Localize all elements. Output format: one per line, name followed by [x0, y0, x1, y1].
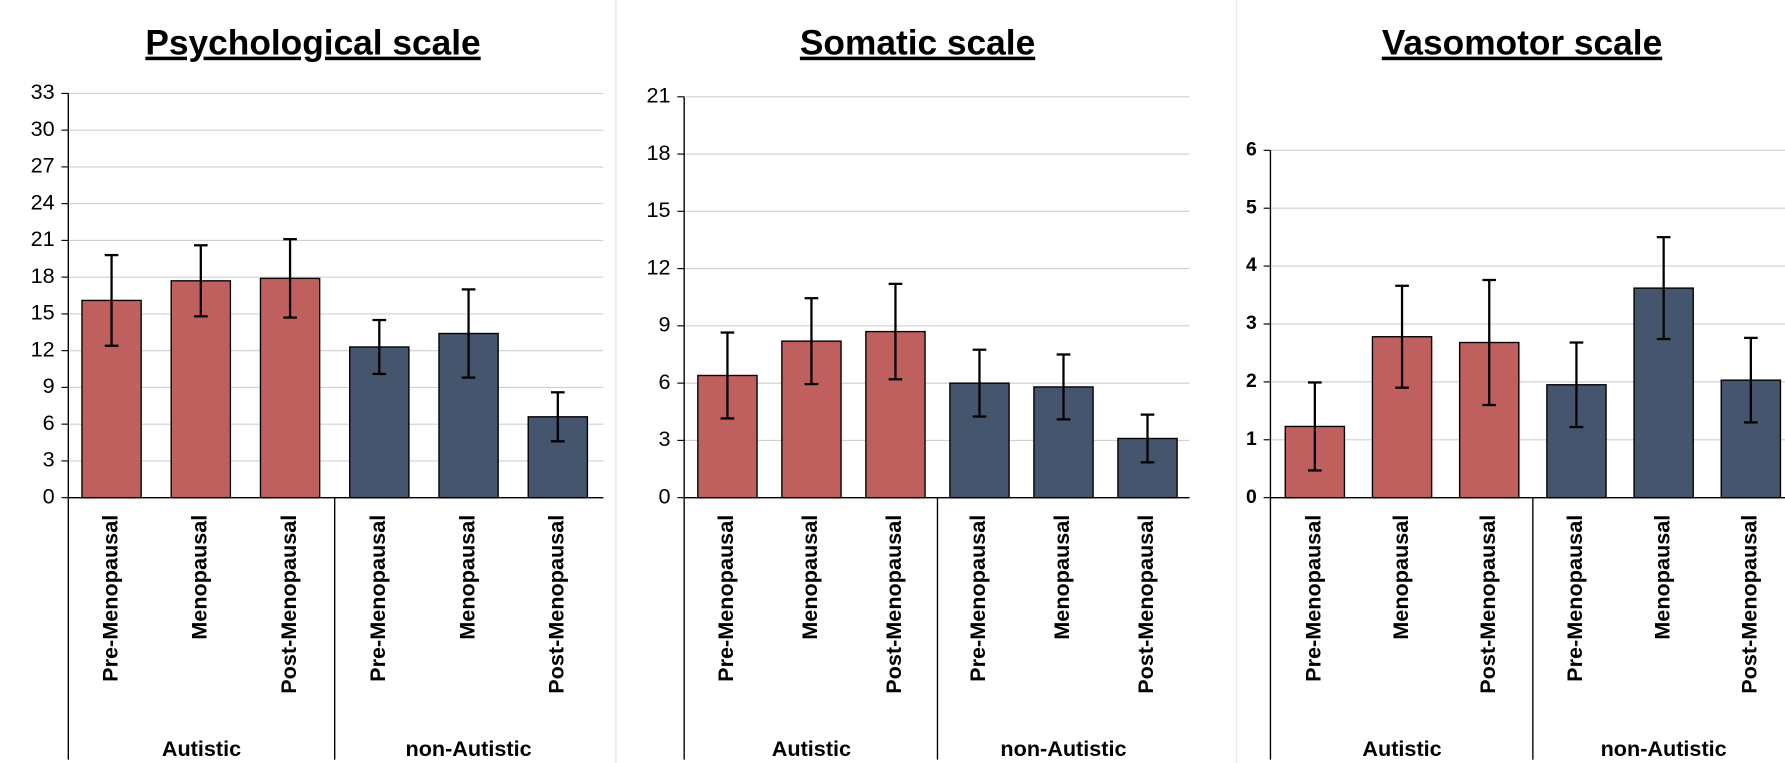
y-tick-label: 3 [43, 447, 55, 472]
y-tick-label: 0 [1246, 486, 1257, 508]
group-label: Autistic [1362, 736, 1441, 761]
error-bar [372, 318, 387, 376]
x-tick-label: Menopausal [797, 515, 822, 640]
y-tick-label: 18 [31, 263, 55, 288]
y-tick-label: 0 [43, 483, 55, 508]
y-tick-label: 15 [31, 300, 55, 325]
error-bar [193, 244, 208, 318]
x-tick-label: Pre-Menopausal [965, 515, 990, 682]
y-tick-label: 12 [646, 254, 670, 279]
error-bar [1482, 278, 1497, 407]
group-label: non-Autistic [1000, 736, 1126, 761]
x-tick-label: Post-Menopausal [1737, 515, 1762, 694]
y-tick-label: 5 [1246, 196, 1257, 218]
group-label: non-Autistic [1601, 736, 1727, 761]
error-bar [550, 391, 565, 443]
y-tick-label: 33 [31, 79, 55, 104]
x-tick-label: Menopausal [1049, 515, 1074, 640]
x-tick-label: Post-Menopausal [1133, 515, 1158, 694]
y-tick-label: 4 [1246, 254, 1257, 276]
y-tick-label: 12 [31, 336, 55, 361]
y-tick-label: 3 [658, 426, 670, 451]
x-tick-label: Pre-Menopausal [1562, 515, 1587, 682]
x-tick-label: Menopausal [187, 515, 212, 640]
y-tick-label: 21 [31, 226, 55, 251]
x-tick-label: Post-Menopausal [276, 515, 301, 694]
error-bar [804, 297, 819, 386]
y-tick-label: 6 [1246, 138, 1257, 160]
y-tick-label: 18 [646, 140, 670, 165]
x-tick-label: Pre-Menopausal [713, 515, 738, 682]
chart-title: Somatic scale [800, 24, 1035, 63]
x-tick-label: Menopausal [1388, 515, 1413, 640]
y-tick-label: 6 [658, 369, 670, 394]
x-tick-label: Post-Menopausal [544, 515, 569, 694]
error-bar [1395, 284, 1409, 389]
x-tick-label: Pre-Menopausal [365, 515, 390, 682]
error-bar [1308, 381, 1322, 472]
y-tick-label: 21 [646, 83, 670, 108]
y-tick-label: 9 [43, 373, 55, 398]
error-bar [461, 288, 476, 379]
y-tick-label: 0 [658, 483, 670, 508]
x-tick-label: Pre-Menopausal [1301, 515, 1326, 682]
error-bar [1744, 336, 1758, 424]
error-bar [888, 282, 903, 381]
group-label: Autistic [162, 736, 241, 761]
y-tick-label: 24 [31, 189, 55, 214]
y-tick-label: 15 [646, 197, 670, 222]
x-tick-label: Menopausal [454, 515, 479, 640]
y-tick-label: 3 [1246, 312, 1257, 334]
x-tick-label: Pre-Menopausal [97, 515, 122, 682]
x-tick-label: Menopausal [1649, 515, 1674, 640]
chart-title: Psychological scale [145, 24, 480, 63]
y-tick-label: 9 [658, 312, 670, 337]
x-tick-label: Post-Menopausal [881, 515, 906, 694]
error-bar [1140, 413, 1155, 464]
y-tick-label: 1 [1246, 428, 1257, 450]
group-label: non-Autistic [406, 736, 532, 761]
error-bar [104, 253, 119, 347]
y-tick-label: 30 [31, 116, 55, 141]
chart-title: Vasomotor scale [1382, 24, 1662, 63]
error-bar [1569, 341, 1584, 429]
y-tick-label: 6 [43, 410, 55, 435]
chart-panel: Vasomotor scale 0 1 2 3 4 5 6 Pre-Menopausal Meno… [1246, 24, 1785, 761]
chart-panel: Psychological scale 0 3 6 9 12 15 18 21 24 27 30 33 P… [31, 24, 604, 761]
error-bar [1656, 236, 1671, 341]
error-bar [972, 348, 987, 418]
x-tick-label: Post-Menopausal [1475, 515, 1500, 694]
y-tick-label: 27 [31, 153, 55, 178]
error-bar [1056, 353, 1071, 421]
y-tick-label: 2 [1246, 370, 1257, 392]
error-bar [283, 238, 297, 319]
group-label: Autistic [772, 736, 851, 761]
error-bar [720, 331, 735, 420]
chart-panel: Somatic scale 0 3 6 9 12 15 18 21 Pre-Menopausal M… [646, 24, 1190, 761]
